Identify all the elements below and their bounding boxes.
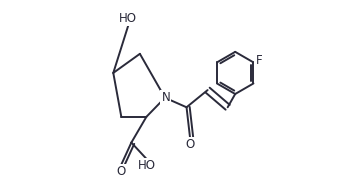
Text: HO: HO [119,12,137,25]
Text: O: O [186,138,195,151]
Text: HO: HO [138,159,155,172]
Text: O: O [117,165,126,178]
Text: N: N [161,91,170,104]
Text: F: F [256,54,262,67]
